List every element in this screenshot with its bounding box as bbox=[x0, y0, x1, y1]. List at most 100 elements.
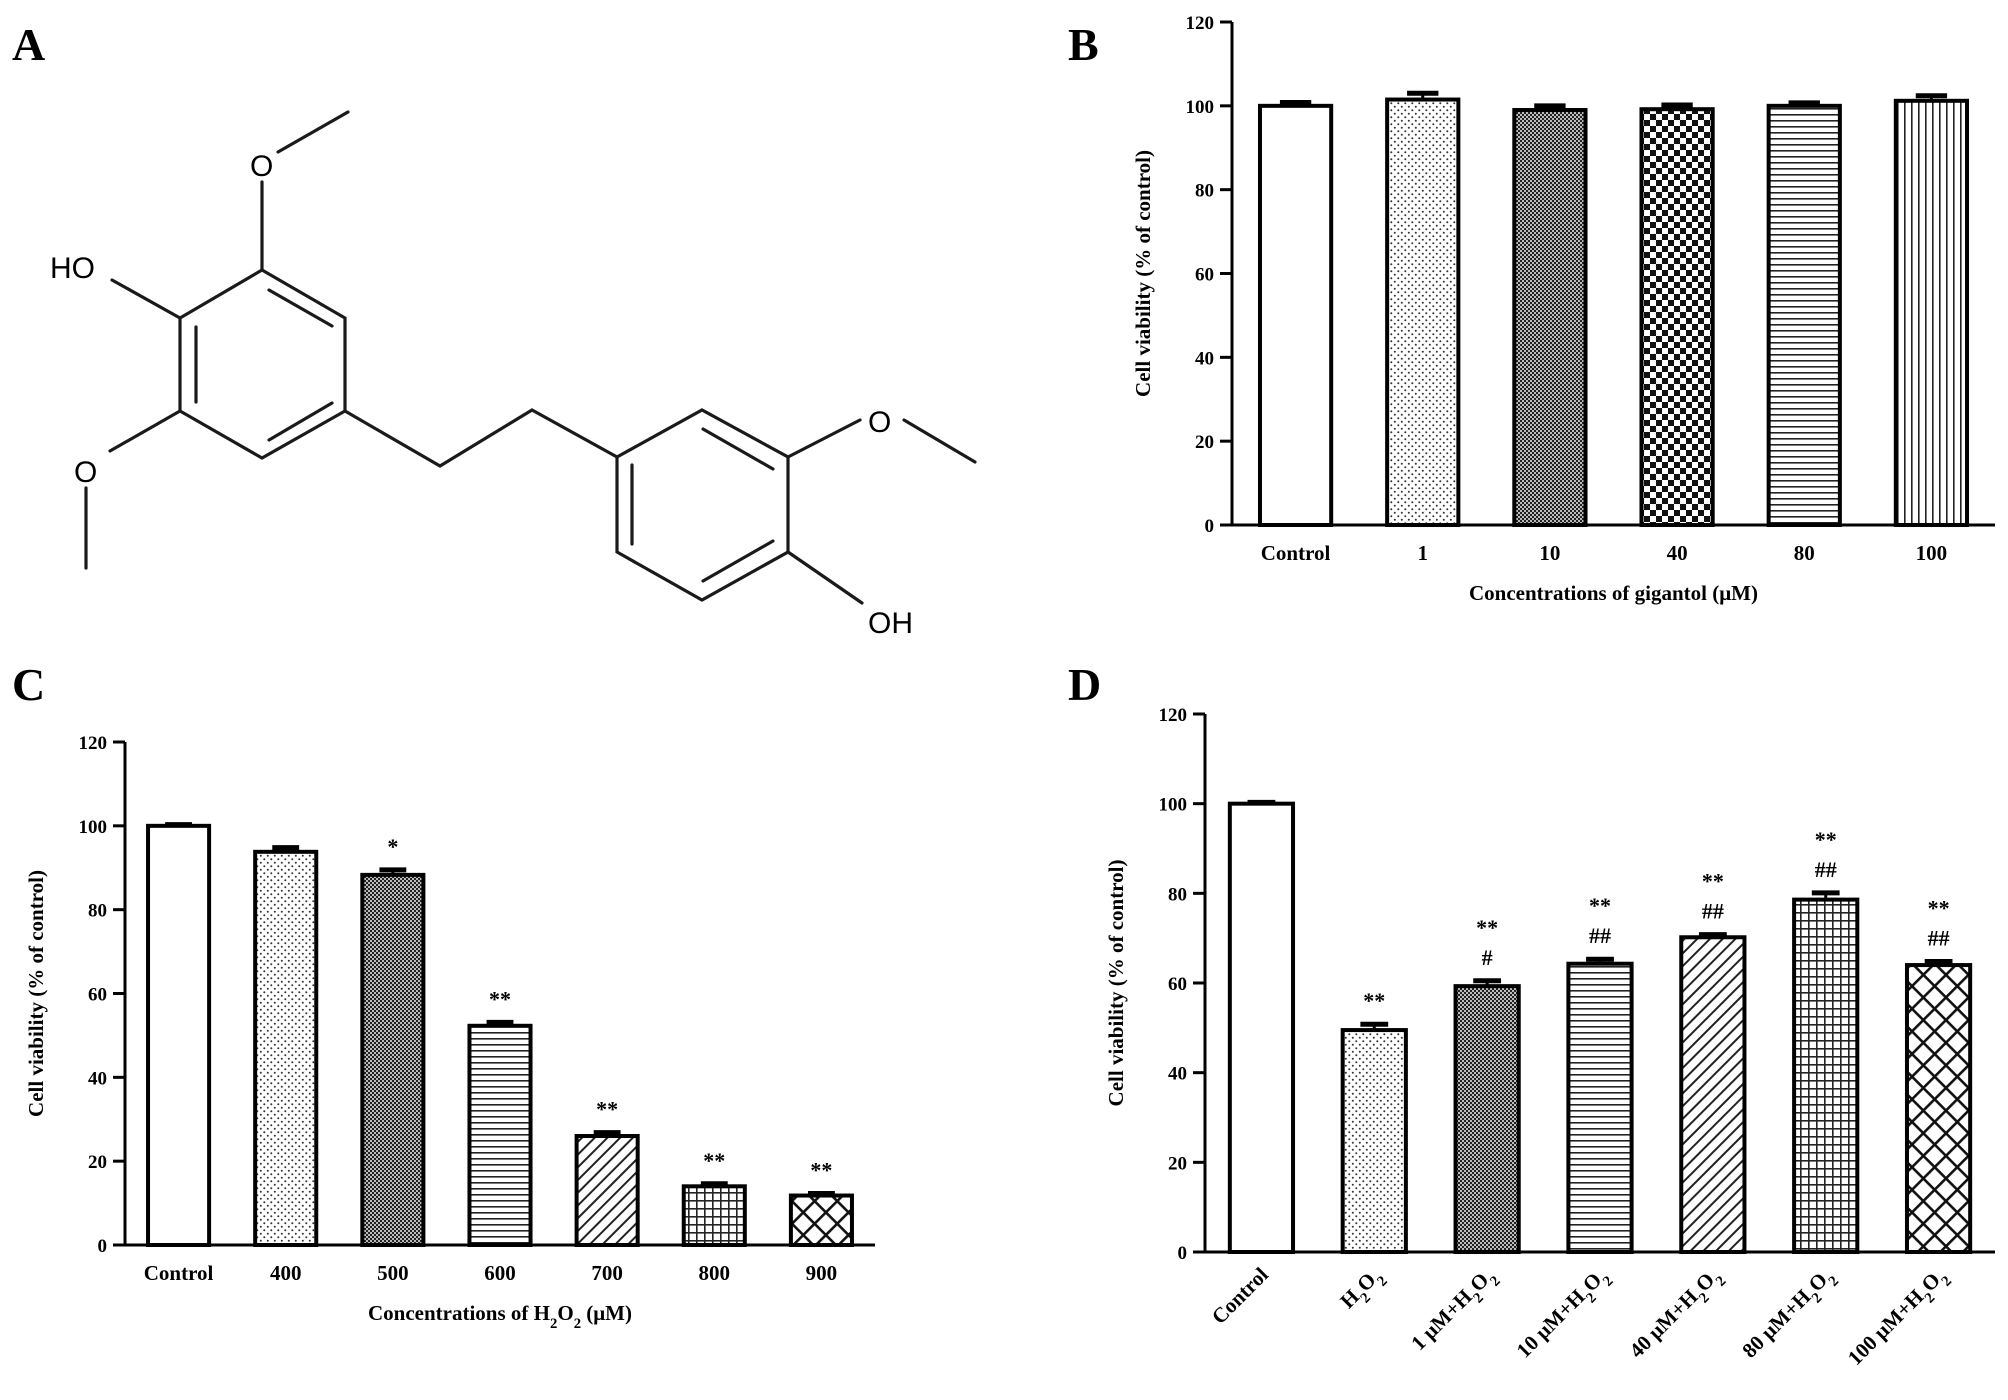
y-tick-label: 60 bbox=[1168, 974, 1187, 995]
category-label-b-5: 100 bbox=[1916, 541, 1948, 565]
chart-d-gigantol-h2o2-viability: 0 20 40 60 80 100 120 Cell viability (% of cont… bbox=[1104, 705, 1995, 1375]
right-ring-inner-bond-3 bbox=[701, 539, 775, 583]
left-benzene-ring bbox=[178, 268, 347, 460]
ethylene-bridge bbox=[343, 408, 619, 468]
atom-ho: HO bbox=[50, 252, 95, 285]
category-label-d-4: 40 μM+H2O2 bbox=[1624, 1263, 1729, 1368]
category-label-d-2: 1 μM+H2O2 bbox=[1406, 1263, 1503, 1360]
y-tick-label: 0 bbox=[98, 1236, 108, 1257]
category-label-c-5: 800 bbox=[699, 1261, 731, 1285]
y-tick-label: 20 bbox=[88, 1152, 107, 1173]
significance-label-c-4: ** bbox=[596, 1097, 618, 1122]
bond-c-oh-left bbox=[110, 278, 182, 320]
category-label-d-3: 10 μM+H2O2 bbox=[1512, 1263, 1617, 1368]
significance-label-d-3: ** bbox=[1589, 893, 1611, 918]
right-benzene-ring bbox=[615, 408, 790, 602]
category-label-b-0: Control bbox=[1261, 541, 1331, 565]
bar-c-4 bbox=[574, 1134, 640, 1248]
y-axis-title: Cell viability (% of control) bbox=[1131, 150, 1155, 397]
chart-c-h2o2-viability: 0 20 40 60 80 100 120 Cell viability (% of cont… bbox=[24, 733, 875, 1332]
category-label-b-1: 1 bbox=[1418, 541, 1429, 565]
panel-letter-b: B bbox=[1068, 19, 1099, 70]
category-label-c-6: 900 bbox=[806, 1261, 838, 1285]
significance-label-c-2: * bbox=[387, 834, 398, 859]
bar-d-6 bbox=[1904, 963, 1973, 1254]
significance-label-d-4: ## bbox=[1702, 899, 1724, 924]
atom-o-lower: O bbox=[74, 456, 97, 489]
atom-o-upper: O bbox=[250, 150, 273, 183]
category-label-d-6: 100 μM+H2O2 bbox=[1843, 1263, 1955, 1375]
bond-o-ch3-upper bbox=[276, 110, 350, 154]
y-tick-label: 120 bbox=[79, 733, 108, 754]
y-tick-label: 100 bbox=[1186, 97, 1215, 118]
bar-c-5 bbox=[681, 1184, 747, 1247]
category-label-c-1: 400 bbox=[270, 1261, 302, 1285]
category-label-c-3: 600 bbox=[484, 1261, 516, 1285]
y-tick-label: 80 bbox=[88, 901, 107, 922]
x-axis-title: Concentrations of gigantol (μM) bbox=[1469, 581, 1758, 605]
significance-label-d-6: ## bbox=[1928, 925, 1950, 950]
right-ring-inner-bond-2 bbox=[701, 427, 775, 471]
atom-o-right: O bbox=[868, 406, 891, 439]
bond-c-o-right bbox=[786, 418, 862, 459]
significance-label-d-2: ** bbox=[1476, 915, 1498, 940]
bond-c-o-lower bbox=[108, 409, 182, 453]
left-ring-inner-bond-1 bbox=[267, 288, 334, 328]
bar-d-2 bbox=[1453, 984, 1521, 1254]
y-tick-label: 100 bbox=[1159, 795, 1188, 816]
significance-label-d-3: ## bbox=[1589, 923, 1611, 948]
y-tick-label: 60 bbox=[1195, 265, 1214, 286]
x-axis-title: Concentrations of H2O2 (μM) bbox=[368, 1301, 632, 1332]
y-tick-label: 0 bbox=[1178, 1243, 1188, 1264]
gigantol-structure bbox=[84, 110, 977, 605]
panel-letter-d: D bbox=[1068, 659, 1101, 710]
y-tick-label: 100 bbox=[79, 817, 108, 838]
panel-letter-c: C bbox=[12, 659, 45, 710]
bond-c-oh-right bbox=[786, 550, 864, 605]
significance-label-c-3: ** bbox=[489, 986, 511, 1011]
bond-o-ch3-right bbox=[902, 418, 977, 464]
chart-b-gigantol-viability: 0 20 40 60 80 100 120 Cell viability (% of cont… bbox=[1131, 13, 1995, 605]
category-label-b-3: 40 bbox=[1667, 541, 1688, 565]
y-tick-label: 20 bbox=[1168, 1153, 1187, 1174]
significance-label-d-6: ** bbox=[1928, 895, 1950, 920]
y-tick-label: 40 bbox=[88, 1068, 107, 1089]
panel-letter-a: A bbox=[12, 19, 45, 70]
category-label-c-2: 500 bbox=[377, 1261, 409, 1285]
significance-label-d-1: ** bbox=[1363, 988, 1385, 1013]
category-label-b-2: 10 bbox=[1539, 541, 1560, 565]
y-tick-label: 60 bbox=[88, 985, 107, 1006]
bar-b-0 bbox=[1257, 103, 1334, 527]
significance-label-c-5: ** bbox=[703, 1148, 725, 1173]
y-tick-label: 80 bbox=[1168, 884, 1187, 905]
category-label-d-5: 80 μM+H2O2 bbox=[1737, 1263, 1842, 1368]
y-tick-label: 20 bbox=[1195, 432, 1214, 453]
bar-b-2 bbox=[1512, 108, 1588, 528]
y-tick-label: 40 bbox=[1195, 348, 1214, 369]
bar-d-1 bbox=[1340, 1028, 1408, 1254]
bar-b-5 bbox=[1893, 98, 1970, 527]
y-tick-label: 80 bbox=[1195, 181, 1214, 202]
category-label-c-0: Control bbox=[144, 1261, 214, 1285]
left-ring-inner-bond-2 bbox=[267, 401, 334, 442]
bar-d-5 bbox=[1792, 897, 1860, 1254]
y-tick-label: 120 bbox=[1159, 705, 1188, 726]
bar-c-2 bbox=[360, 872, 426, 1248]
significance-label-d-4: ** bbox=[1702, 869, 1724, 894]
bar-c-0 bbox=[146, 823, 212, 1247]
category-label-d-0: Control bbox=[1207, 1262, 1273, 1328]
bar-c-6 bbox=[788, 1193, 854, 1247]
category-label-d-1: H2O2 bbox=[1335, 1263, 1390, 1318]
bar-d-3 bbox=[1566, 961, 1634, 1254]
category-label-c-4: 700 bbox=[591, 1261, 623, 1285]
bar-d-0 bbox=[1227, 801, 1296, 1255]
y-tick-label: 120 bbox=[1186, 13, 1215, 34]
bar-d-4 bbox=[1679, 935, 1747, 1255]
bar-c-1 bbox=[253, 849, 319, 1247]
significance-label-d-2: # bbox=[1482, 945, 1493, 970]
bar-b-3 bbox=[1639, 107, 1715, 527]
y-axis-title: Cell viability (% of control) bbox=[24, 870, 48, 1117]
y-tick-label: 40 bbox=[1168, 1064, 1187, 1085]
category-label-b-4: 80 bbox=[1794, 541, 1815, 565]
